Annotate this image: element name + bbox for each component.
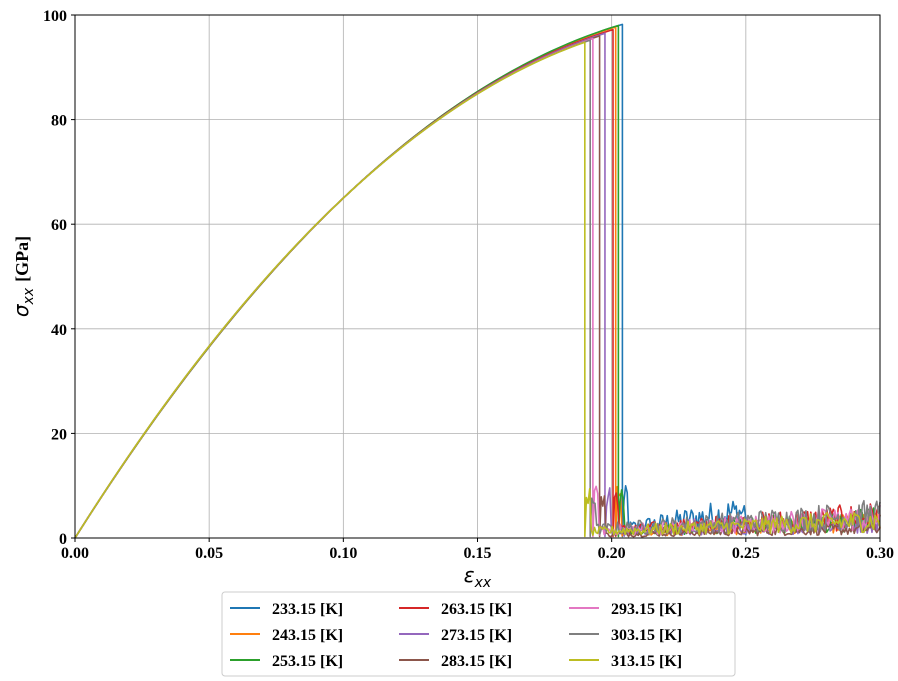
legend-label: 263.15 [K] (441, 601, 512, 618)
y-tick-label: 0 (59, 531, 67, 548)
x-axis-symbol: ε (464, 563, 475, 587)
legend-label: 273.15 [K] (441, 627, 512, 644)
y-tick-label: 80 (51, 113, 67, 130)
legend-label: 293.15 [K] (611, 601, 682, 618)
legend-box (221, 591, 736, 677)
x-tick-label: 0.05 (195, 545, 223, 562)
x-tick-label: 0.30 (866, 545, 894, 562)
y-axis-label: σxx [GPa] (9, 236, 37, 317)
legend: 233.15 [K] 243.15 [K] 253.15 [K] 263.15 [K]… (221, 591, 736, 677)
y-axis-unit: [GPa] (12, 236, 32, 282)
x-axis-subscript: xx (474, 575, 492, 591)
legend-label: 253.15 [K] (272, 653, 343, 670)
axis-ticks: 0.00 0.05 0.10 0.15 0.20 0.25 0.30 0 20 40 60 80 100 (43, 8, 894, 562)
x-tick-label: 0.15 (464, 545, 492, 562)
legend-label: 313.15 [K] (611, 653, 682, 670)
legend-label: 303.15 [K] (611, 627, 682, 644)
x-tick-label: 0.10 (329, 545, 357, 562)
legend-label: 283.15 [K] (441, 653, 512, 670)
legend-label: 243.15 [K] (272, 627, 343, 644)
series-line (74, 23, 747, 539)
series-layer (74, 23, 881, 539)
x-tick-label: 0.00 (61, 545, 89, 562)
x-tick-label: 0.20 (598, 545, 626, 562)
x-axis-label: εxx (464, 563, 492, 591)
y-tick-label: 100 (43, 8, 67, 25)
series-line (74, 41, 881, 539)
y-axis-symbol: σ (9, 303, 33, 317)
y-tick-label: 60 (51, 217, 67, 234)
x-tick-label: 0.25 (732, 545, 760, 562)
y-tick-label: 40 (51, 322, 67, 339)
y-tick-label: 20 (51, 426, 67, 443)
legend-label: 233.15 [K] (272, 601, 343, 618)
y-axis-subscript: xx (21, 287, 37, 305)
